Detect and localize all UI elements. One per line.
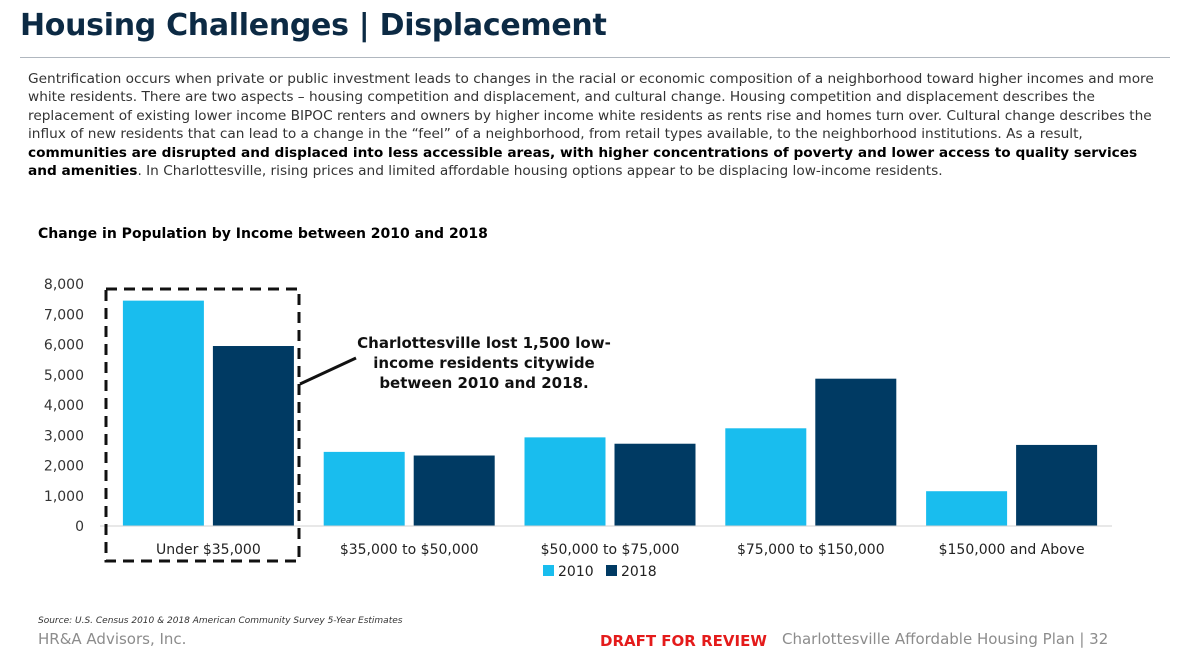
population-income-chart: 0 1,000 2,000 3,000 4,000 5,000 6,000 7,000 8,00…	[44, 277, 1112, 580]
x-tick-label: $150,000 and Above	[939, 542, 1085, 558]
company-name: HR&A Advisors, Inc.	[38, 630, 187, 648]
bar	[323, 451, 405, 526]
x-tick-label: $75,000 to $150,000	[737, 542, 885, 558]
plan-footer: Charlottesville Affordable Housing Plan …	[782, 630, 1109, 648]
x-tick-label: $50,000 to $75,000	[541, 542, 680, 558]
x-tick-label: Under $35,000	[156, 542, 261, 558]
title-divider	[20, 57, 1170, 58]
y-tick-label: 1,000	[44, 489, 84, 505]
draft-label: DRAFT FOR REVIEW	[600, 632, 767, 650]
legend-label: 2018	[621, 564, 657, 580]
annotation-text: between 2010 and 2018.	[379, 374, 588, 392]
y-tick-label: 0	[75, 519, 84, 535]
legend-label: 2010	[558, 564, 594, 580]
bar	[815, 378, 897, 526]
annotation-text: income residents citywide	[373, 354, 594, 372]
annotation-connector	[299, 356, 357, 386]
annotation-text: Charlottesville lost 1,500 low-	[357, 334, 611, 352]
bar	[926, 491, 1008, 526]
intro-text-bold: communities are disrupted and displaced …	[28, 144, 1138, 180]
bar	[1016, 444, 1098, 526]
bar	[122, 300, 204, 526]
y-tick-label: 2,000	[44, 459, 84, 475]
y-tick-label: 6,000	[44, 338, 84, 354]
intro-text-start: Gentrification occurs when private or pu…	[28, 71, 1154, 143]
intro-paragraph: Gentrification occurs when private or pu…	[28, 70, 1168, 180]
page-title: Housing Challenges | Displacement	[20, 8, 607, 43]
bar	[614, 443, 696, 526]
legend-swatch	[543, 565, 554, 576]
y-tick-label: 8,000	[44, 277, 84, 293]
y-tick-label: 7,000	[44, 307, 84, 323]
y-tick-label: 4,000	[44, 398, 84, 414]
y-tick-label: 3,000	[44, 428, 84, 444]
chart-title: Change in Population by Income between 2…	[38, 226, 488, 242]
bar	[413, 455, 495, 526]
highlight-box	[104, 287, 301, 563]
source-note: Source: U.S. Census 2010 & 2018 American…	[38, 616, 403, 626]
bar	[725, 428, 807, 526]
bar	[524, 437, 606, 526]
intro-text-end: . In Charlottesville, rising prices and …	[137, 163, 943, 180]
x-tick-label: $35,000 to $50,000	[340, 542, 479, 558]
bar	[212, 346, 294, 526]
y-tick-label: 5,000	[44, 368, 84, 384]
legend-swatch	[606, 565, 617, 576]
